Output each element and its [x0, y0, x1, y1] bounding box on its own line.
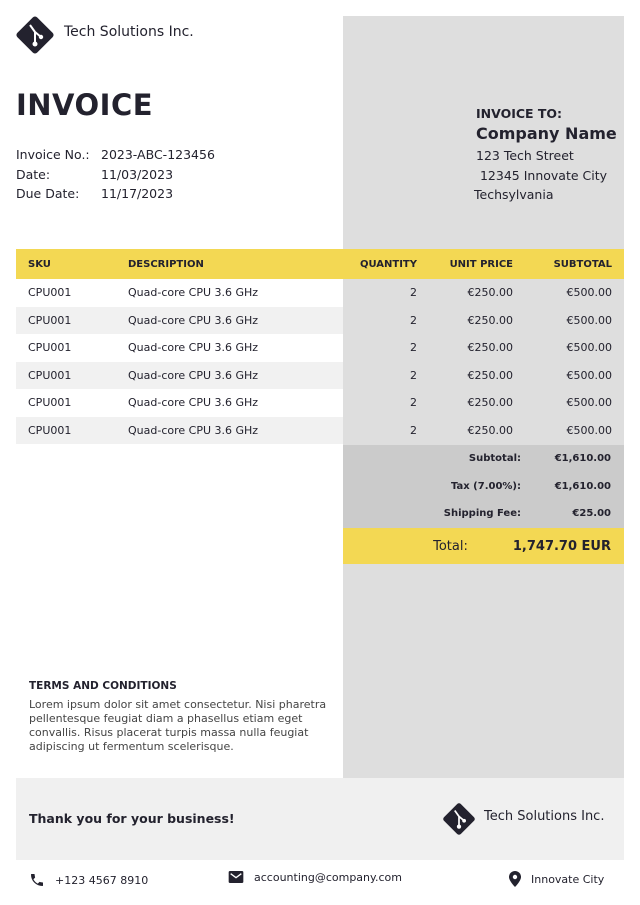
invoice-meta: Invoice No.: 2023-ABC-123456 Date: 11/03/2…: [16, 145, 215, 204]
sku-cell: CPU001: [16, 306, 116, 334]
sku-cell: CPU001: [16, 361, 116, 389]
client-company: Company Name: [476, 124, 617, 143]
col-description: DESCRIPTION: [116, 249, 343, 279]
subtotal-value: €1,610.00: [554, 453, 611, 465]
meta-label: Due Date:: [16, 186, 80, 201]
email-address: accounting@company.com: [254, 870, 402, 884]
terms-section: TERMS AND CONDITIONS Lorem ipsum dolor s…: [29, 680, 329, 754]
grand-total: Total: 1,747.70 EUR: [343, 528, 624, 564]
quantity-cell: 2: [343, 334, 429, 362]
table-row: CPU001 Quad-core CPU 3.6 GHz 2 €250.00 €500.…: [16, 389, 624, 417]
sku-cell: CPU001: [16, 389, 116, 417]
quantity-cell: 2: [343, 361, 429, 389]
meta-label: Date:: [16, 166, 51, 182]
subtotal-cell: €500.00: [525, 334, 624, 362]
subtotal-cell: €500.00: [525, 361, 624, 389]
table-row: CPU001 Quad-core CPU 3.6 GHz 2 €250.00 €500.…: [16, 361, 624, 389]
table-row: CPU001 Quad-core CPU 3.6 GHz 2 €250.00 €500.…: [16, 279, 624, 307]
subtotal-cell: €500.00: [525, 389, 624, 417]
footer-brand-name: Tech Solutions Inc.: [484, 809, 605, 824]
brand-name: Tech Solutions Inc.: [64, 24, 194, 40]
total-label: Total:: [433, 538, 468, 554]
col-unit-price: UNIT PRICE: [429, 249, 525, 279]
unit-price-cell: €250.00: [429, 416, 525, 444]
table-row: CPU001 Quad-core CPU 3.6 GHz 2 €250.00 €500.…: [16, 334, 624, 362]
logo-icon: [443, 803, 475, 835]
subtotal-cell: €500.00: [525, 279, 624, 307]
address-line: Techsylvania: [474, 187, 554, 202]
description-cell: Quad-core CPU 3.6 GHz: [116, 416, 343, 444]
logo-icon: [16, 16, 54, 54]
address-line: 123 Tech Street: [476, 148, 574, 163]
terms-heading: TERMS AND CONDITIONS: [29, 680, 177, 692]
subtotal-cell: €500.00: [525, 416, 624, 444]
col-quantity: QUANTITY: [343, 249, 429, 279]
subtotal-row: Subtotal: €1,610.00: [343, 445, 624, 473]
unit-price-cell: €250.00: [429, 306, 525, 334]
description-cell: Quad-core CPU 3.6 GHz: [116, 334, 343, 362]
address-line: 12345 Innovate City: [476, 167, 608, 183]
shipping-row: Shipping Fee: €25.00: [343, 500, 624, 528]
description-cell: Quad-core CPU 3.6 GHz: [116, 361, 343, 389]
unit-price-cell: €250.00: [429, 279, 525, 307]
total-value: 1,747.70 EUR: [512, 538, 611, 554]
phone-icon: [31, 874, 43, 886]
mail-icon: [228, 871, 244, 883]
table-row: CPU001 Quad-core CPU 3.6 GHz 2 €250.00 €500.…: [16, 306, 624, 334]
footer: Thank you for your business! Tech Soluti…: [16, 778, 624, 860]
description-cell: Quad-core CPU 3.6 GHz: [116, 306, 343, 334]
shipping-value: €25.00: [572, 508, 611, 520]
unit-price-cell: €250.00: [429, 361, 525, 389]
unit-price-cell: €250.00: [429, 334, 525, 362]
tax-row: Tax (7.00%): €1,610.00: [343, 473, 624, 501]
location: Innovate City: [531, 872, 605, 886]
meta-label: Invoice No.:: [16, 147, 90, 162]
contact-email: accounting@company.com: [228, 870, 402, 884]
invoice-to-label: INVOICE TO:: [476, 106, 563, 121]
sku-cell: CPU001: [16, 334, 116, 362]
due-date: 11/17/2023: [101, 186, 174, 201]
quantity-cell: 2: [343, 279, 429, 307]
description-cell: Quad-core CPU 3.6 GHz: [116, 389, 343, 417]
tax-value: €1,610.00: [554, 480, 611, 492]
col-subtotal: SUBTOTAL: [525, 249, 624, 279]
sku-cell: CPU001: [16, 279, 116, 307]
thanks-message: Thank you for your business!: [29, 811, 235, 826]
table-row: CPU001 Quad-core CPU 3.6 GHz 2 €250.00 €500.…: [16, 416, 624, 444]
shipping-label: Shipping Fee:: [443, 508, 521, 520]
quantity-cell: 2: [343, 389, 429, 417]
invoice-number: 2023-ABC-123456: [101, 147, 215, 162]
sku-cell: CPU001: [16, 416, 116, 444]
invoice-date: 11/03/2023: [101, 166, 174, 182]
terms-text: Lorem ipsum dolor sit amet consectetur. …: [29, 698, 327, 753]
quantity-cell: 2: [343, 306, 429, 334]
col-sku: SKU: [16, 249, 116, 279]
location-pin-icon: [509, 871, 521, 887]
unit-price-cell: €250.00: [429, 389, 525, 417]
invoice-to: INVOICE TO: Company Name 123 Tech Street…: [474, 106, 617, 205]
page-title: INVOICE: [16, 88, 154, 122]
items-table: SKU DESCRIPTION QUANTITY UNIT PRICE SUBT…: [16, 249, 624, 444]
contact-location: Innovate City: [509, 871, 604, 887]
subtotal-cell: €500.00: [525, 306, 624, 334]
quantity-cell: 2: [343, 416, 429, 444]
description-cell: Quad-core CPU 3.6 GHz: [116, 279, 343, 307]
subtotal-label: Subtotal:: [468, 453, 521, 465]
phone-number: +123 4567 8910: [55, 873, 149, 887]
tax-label: Tax (7.00%):: [450, 480, 521, 492]
contact-phone: +123 4567 8910: [29, 872, 148, 888]
totals-box: Subtotal: €1,610.00 Tax (7.00%): €1,610.00…: [343, 445, 624, 528]
